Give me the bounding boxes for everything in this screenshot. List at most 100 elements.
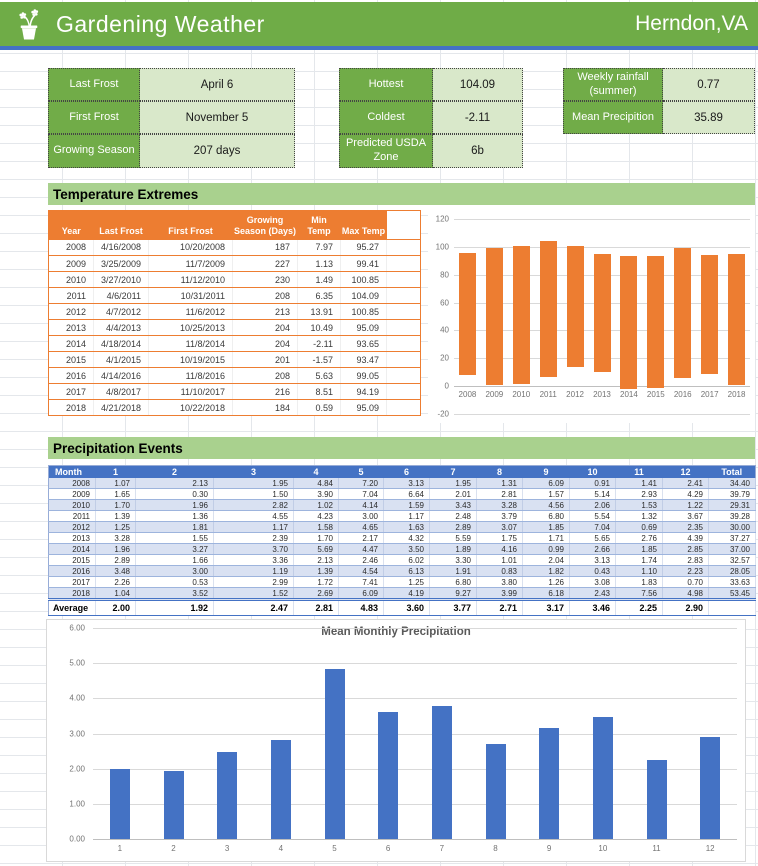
table-cell[interactable]: 2.43: [569, 587, 616, 600]
table-cell[interactable]: 2.04: [522, 554, 570, 566]
table-cell[interactable]: 3.43: [429, 499, 477, 511]
column-header[interactable]: 7: [429, 465, 477, 478]
column-header[interactable]: First Frost: [148, 210, 233, 240]
table-cell[interactable]: 3.36: [213, 554, 294, 566]
table-cell[interactable]: [386, 399, 421, 416]
average-cell[interactable]: 3.17: [522, 598, 570, 616]
table-cell[interactable]: 4/7/2012: [93, 303, 149, 320]
table-cell[interactable]: 1.96: [135, 499, 214, 511]
table-cell[interactable]: 1.55: [135, 532, 214, 544]
table-cell[interactable]: 2016: [48, 565, 96, 577]
table-cell[interactable]: 4/18/2014: [93, 335, 149, 352]
table-cell[interactable]: [386, 319, 421, 336]
table-cell[interactable]: 208: [232, 367, 298, 384]
table-cell[interactable]: 1.26: [522, 576, 570, 588]
table-cell[interactable]: 2008: [48, 239, 94, 256]
column-header[interactable]: 1: [95, 465, 136, 478]
table-cell[interactable]: 1.89: [429, 543, 477, 555]
table-cell[interactable]: 4/8/2017: [93, 383, 149, 400]
table-cell[interactable]: 4.98: [662, 587, 709, 600]
table-cell[interactable]: 10/25/2013: [148, 319, 233, 336]
table-cell[interactable]: [386, 335, 421, 352]
table-cell[interactable]: 3/25/2009: [93, 255, 149, 272]
column-header[interactable]: Month: [48, 465, 96, 478]
table-cell[interactable]: 4/16/2008: [93, 239, 149, 256]
table-cell[interactable]: 93.47: [340, 351, 387, 368]
table-cell[interactable]: 0.83: [476, 565, 523, 577]
table-cell[interactable]: 1.85: [615, 543, 663, 555]
table-cell[interactable]: 2017: [48, 383, 94, 400]
table-cell[interactable]: 11/12/2010: [148, 271, 233, 288]
card-value[interactable]: -2.11: [433, 101, 523, 134]
table-cell[interactable]: 1.70: [293, 532, 339, 544]
table-cell[interactable]: 230: [232, 271, 298, 288]
table-cell[interactable]: 7.41: [338, 576, 384, 588]
table-cell[interactable]: 7.04: [569, 521, 616, 533]
table-cell[interactable]: 1.22: [662, 499, 709, 511]
table-cell[interactable]: 1.50: [213, 488, 294, 500]
card-label[interactable]: Mean Precipition: [563, 101, 663, 134]
table-cell[interactable]: 216: [232, 383, 298, 400]
table-cell[interactable]: 1.39: [95, 510, 136, 522]
average-cell[interactable]: 3.60: [383, 598, 430, 616]
table-cell[interactable]: 3.08: [569, 576, 616, 588]
table-cell[interactable]: 4.47: [338, 543, 384, 555]
table-cell[interactable]: 4.55: [213, 510, 294, 522]
table-cell[interactable]: 4.29: [662, 488, 709, 500]
table-cell[interactable]: 10/20/2008: [148, 239, 233, 256]
table-cell[interactable]: 184: [232, 399, 298, 416]
table-cell[interactable]: 37.00: [708, 543, 756, 555]
table-cell[interactable]: 0.30: [135, 488, 214, 500]
table-cell[interactable]: 2.23: [662, 565, 709, 577]
table-cell[interactable]: 4/4/2013: [93, 319, 149, 336]
table-cell[interactable]: 6.09: [522, 478, 570, 489]
table-cell[interactable]: 3.99: [476, 587, 523, 600]
table-cell[interactable]: 1.31: [476, 478, 523, 489]
table-cell[interactable]: 11/6/2012: [148, 303, 233, 320]
table-cell[interactable]: 6.18: [522, 587, 570, 600]
table-cell[interactable]: 2012: [48, 303, 94, 320]
table-cell[interactable]: 3.07: [476, 521, 523, 533]
table-cell[interactable]: 3.00: [135, 565, 214, 577]
table-cell[interactable]: 2014: [48, 335, 94, 352]
table-cell[interactable]: 3.28: [95, 532, 136, 544]
table-cell[interactable]: 1.82: [522, 565, 570, 577]
table-cell[interactable]: 11/8/2014: [148, 335, 233, 352]
table-cell[interactable]: 2015: [48, 351, 94, 368]
table-cell[interactable]: 3.70: [213, 543, 294, 555]
table-cell[interactable]: 3.52: [135, 587, 214, 600]
table-cell[interactable]: 2018: [48, 587, 96, 600]
column-header[interactable]: 11: [615, 465, 663, 478]
table-cell[interactable]: 39.79: [708, 488, 756, 500]
card-label[interactable]: Coldest: [339, 101, 433, 134]
table-cell[interactable]: 10/19/2015: [148, 351, 233, 368]
table-cell[interactable]: 11/10/2017: [148, 383, 233, 400]
table-cell[interactable]: 2016: [48, 367, 94, 384]
table-cell[interactable]: 7.56: [615, 587, 663, 600]
card-value[interactable]: 6b: [433, 134, 523, 168]
average-label[interactable]: Average: [48, 598, 96, 616]
table-cell[interactable]: 3.48: [95, 565, 136, 577]
table-cell[interactable]: 1.25: [383, 576, 430, 588]
table-cell[interactable]: 5.69: [293, 543, 339, 555]
average-cell[interactable]: 2.00: [95, 598, 136, 616]
table-cell[interactable]: 2017: [48, 576, 96, 588]
table-cell[interactable]: 2.41: [662, 478, 709, 489]
table-cell[interactable]: 2.39: [213, 532, 294, 544]
table-cell[interactable]: 6.80: [429, 576, 477, 588]
table-cell[interactable]: 2009: [48, 488, 96, 500]
table-cell[interactable]: 1.66: [135, 554, 214, 566]
table-cell[interactable]: 1.17: [383, 510, 430, 522]
column-header[interactable]: 10: [569, 465, 616, 478]
table-cell[interactable]: 11/8/2016: [148, 367, 233, 384]
table-cell[interactable]: 2009: [48, 255, 94, 272]
table-cell[interactable]: 95.27: [340, 239, 387, 256]
table-cell[interactable]: 3.90: [293, 488, 339, 500]
card-value[interactable]: April 6: [140, 68, 295, 101]
table-cell[interactable]: 4/1/2015: [93, 351, 149, 368]
table-cell[interactable]: 6.09: [338, 587, 384, 600]
table-cell[interactable]: 1.70: [95, 499, 136, 511]
average-cell[interactable]: 3.46: [569, 598, 616, 616]
table-cell[interactable]: 6.13: [383, 565, 430, 577]
table-cell[interactable]: 1.36: [135, 510, 214, 522]
